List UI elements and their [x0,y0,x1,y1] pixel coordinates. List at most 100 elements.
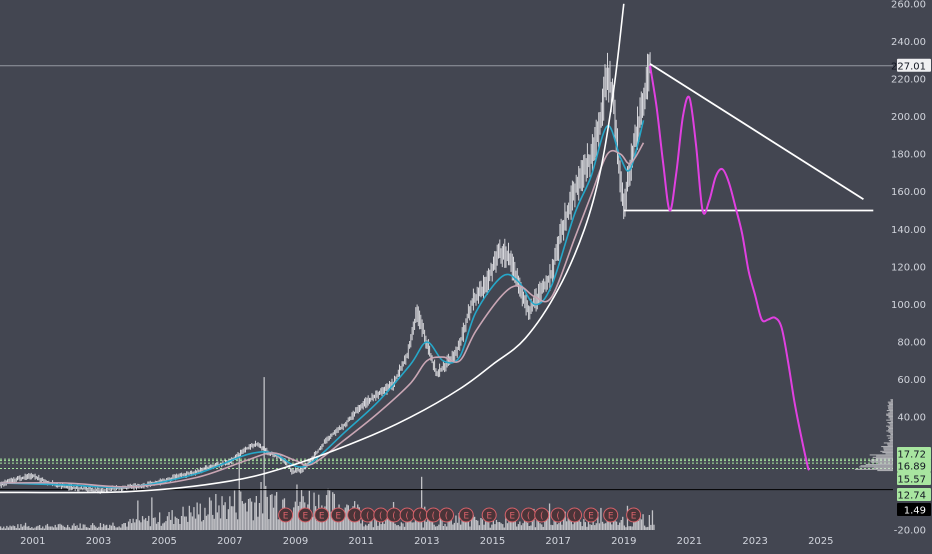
volume-bar [639,516,641,530]
volume-bar [109,524,111,530]
event-badge-label: ( [392,512,396,522]
volume-bar [343,511,345,530]
volume-bar [205,515,208,530]
event-badge [330,507,346,523]
volume-bar [537,518,540,530]
volume-bar [145,518,147,530]
volume-bar [460,524,462,530]
volume-bar [68,527,70,530]
volume-bar [310,513,312,530]
volume-bar [586,526,588,530]
volume-bar [595,523,597,530]
volume-bar [567,517,569,530]
fast-moving-average-line [0,120,645,489]
price-label: 227.01 [891,61,926,72]
volume-bar [425,521,427,530]
volume-bar [294,501,296,530]
volume-bar [497,522,499,530]
volume-bar [405,521,407,530]
x-tick-label: 2005 [151,536,176,547]
volume-bar [99,523,102,530]
event-badge-label: ( [379,512,383,522]
volume-bar [651,510,654,530]
volume-bar [456,522,459,530]
volume-bar [583,519,585,530]
volume-bar [622,516,624,530]
volume-profile-bar [886,435,893,437]
volume-bar [28,526,30,530]
volume-bar [173,524,175,530]
volume-bar [243,503,245,530]
volume-profile-bar [887,443,893,445]
event-badge-label: ( [418,512,422,522]
volume-bar [179,524,181,530]
event-badge-label: ( [405,512,409,522]
volume-bar [138,520,141,530]
event-badge [550,507,566,523]
volume-bar [265,485,267,530]
volume-bar [653,524,655,530]
volume-bar [491,524,493,530]
price-label: 1.49 [904,506,926,517]
volume-bar [210,500,212,530]
volume-bar [104,525,106,530]
volume-bar [14,526,16,530]
volume-bar [422,527,424,530]
volume-bar [54,524,56,530]
volume-bar [511,515,513,530]
projection-line [649,65,811,471]
volume-bar [378,518,381,530]
volume-profile-bar [890,432,893,434]
event-badge-label: E [588,512,594,522]
volume-bar [177,519,180,530]
volume-bar [502,524,504,530]
volume-profile-bar [890,438,893,440]
volume-bar [617,524,619,530]
volume-profile-bar [888,429,893,431]
event-badge-label: E [631,512,637,522]
volume-bar [341,519,343,530]
volume-bar [291,515,293,530]
volume-bar [562,518,565,530]
event-badge [439,507,454,523]
volume-bar [402,523,404,530]
volume-bar [313,492,315,530]
volume-profile-bar [888,423,893,425]
volume-bar [4,528,6,530]
volume-profile-bar [888,406,893,408]
volume-bar [71,525,73,530]
volume-bar [450,519,452,530]
volume-bar [371,513,373,530]
volume-bar [435,526,437,530]
volume-profile-bar [881,446,893,448]
volume-bar [550,524,552,530]
event-badge-label: E [608,512,614,522]
volume-bar [43,528,45,530]
volume-profile-bar [888,412,893,414]
volume-bar [569,514,571,530]
volume-bar [59,523,61,530]
volume-bar [88,528,91,530]
volume-bar [442,526,445,530]
volume-bar [149,526,151,530]
volume-bar [400,522,402,530]
volume-bar [115,527,117,530]
volume-bar [277,519,279,530]
volume-bar [227,509,229,530]
volume-bar [561,524,563,530]
volume-profile-bar [887,405,893,407]
volume-bar [293,507,295,530]
triangle-upper-line [649,63,864,200]
parabolic-curve-line [0,3,625,494]
volume-bar [137,500,139,530]
volume-bar [127,521,130,530]
volume-bar [260,482,262,530]
volume-profile-bar [886,410,893,412]
volume-bar [472,514,474,530]
volume-profile-bar [888,417,893,419]
event-badge-label: E [486,512,492,522]
volume-bar [416,519,418,530]
event-badge-label: ( [353,512,357,522]
